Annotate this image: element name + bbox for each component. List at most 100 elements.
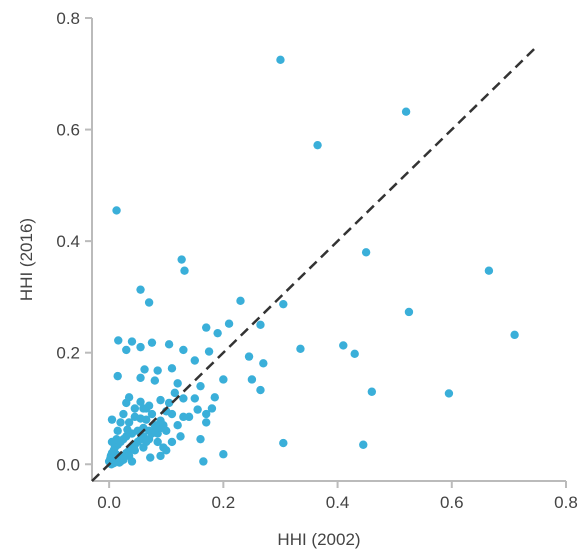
data-point bbox=[510, 330, 519, 340]
data-point bbox=[113, 371, 122, 381]
data-point bbox=[173, 379, 182, 388]
data-point bbox=[116, 418, 125, 427]
data-point bbox=[193, 405, 202, 414]
x-tick-label: 0.0 bbox=[97, 493, 121, 512]
y-tick-label: 0.8 bbox=[56, 9, 80, 28]
data-point bbox=[180, 266, 189, 275]
data-point bbox=[136, 373, 145, 383]
data-point bbox=[259, 359, 268, 368]
data-point bbox=[359, 440, 368, 449]
data-point bbox=[114, 336, 123, 345]
data-point bbox=[367, 387, 377, 396]
data-point bbox=[256, 385, 265, 395]
data-point bbox=[219, 375, 228, 384]
data-point bbox=[179, 394, 188, 403]
data-point bbox=[130, 446, 140, 455]
data-point bbox=[127, 457, 137, 466]
data-point bbox=[112, 434, 121, 444]
data-point bbox=[202, 323, 211, 332]
data-point bbox=[170, 388, 180, 398]
y-tick-label: 0.0 bbox=[56, 455, 80, 474]
data-point bbox=[153, 437, 162, 447]
data-point bbox=[146, 453, 155, 462]
data-point bbox=[136, 342, 145, 352]
data-point bbox=[147, 409, 157, 419]
data-point bbox=[244, 352, 254, 361]
data-point bbox=[156, 395, 165, 405]
data-point bbox=[144, 401, 154, 410]
axis-ticks: 0.0 0.0 0.2 0.2 0.4 0.4 0.6 0.6 0.8 0.8 bbox=[56, 9, 577, 512]
data-point bbox=[484, 266, 494, 275]
data-point bbox=[196, 434, 205, 444]
data-point bbox=[279, 299, 288, 309]
data-point bbox=[247, 375, 257, 384]
data-point bbox=[401, 107, 411, 116]
data-point bbox=[112, 206, 121, 215]
data-point bbox=[350, 349, 359, 359]
data-point bbox=[210, 393, 219, 402]
data-point bbox=[167, 364, 177, 373]
data-point bbox=[296, 344, 305, 353]
data-point bbox=[167, 409, 177, 419]
data-point bbox=[147, 338, 157, 347]
data-point bbox=[153, 366, 162, 375]
data-point bbox=[361, 248, 371, 257]
data-point bbox=[136, 285, 145, 294]
data-point bbox=[202, 418, 211, 427]
data-point bbox=[279, 438, 288, 448]
data-point bbox=[140, 365, 149, 374]
data-point bbox=[276, 55, 285, 65]
data-point bbox=[207, 404, 217, 413]
data-point bbox=[313, 140, 322, 150]
data-point bbox=[256, 320, 265, 330]
data-point bbox=[404, 307, 414, 317]
y-tick-label: 0.2 bbox=[56, 344, 80, 363]
data-point bbox=[124, 418, 134, 427]
data-point bbox=[236, 296, 245, 306]
data-point bbox=[190, 356, 199, 365]
data-point bbox=[204, 347, 214, 356]
reference-diagonal-line bbox=[91, 44, 539, 482]
data-point bbox=[150, 376, 160, 385]
data-point bbox=[162, 446, 171, 455]
y-tick-label: 0.4 bbox=[56, 232, 80, 251]
data-point bbox=[196, 381, 205, 391]
data-point bbox=[119, 409, 128, 419]
data-point bbox=[122, 345, 131, 355]
data-point bbox=[113, 426, 122, 435]
data-point bbox=[224, 319, 234, 328]
x-tick-label: 0.4 bbox=[326, 493, 350, 512]
data-point bbox=[219, 450, 228, 459]
data-point bbox=[177, 255, 186, 264]
data-point bbox=[190, 394, 199, 403]
data-point bbox=[213, 328, 222, 338]
data-point bbox=[139, 443, 148, 452]
data-point bbox=[144, 298, 154, 307]
data-point bbox=[107, 415, 117, 424]
x-tick-label: 0.6 bbox=[440, 493, 464, 512]
data-point bbox=[142, 415, 151, 424]
x-tick-label: 0.2 bbox=[212, 493, 236, 512]
data-point bbox=[159, 421, 168, 430]
data-point bbox=[164, 398, 174, 408]
data-point bbox=[179, 412, 188, 422]
data-point bbox=[156, 451, 165, 461]
data-point bbox=[109, 458, 118, 468]
data-point bbox=[123, 425, 132, 434]
x-tick-label: 0.8 bbox=[554, 493, 578, 512]
data-point bbox=[339, 341, 348, 350]
x-axis-title: HHI (2002) bbox=[277, 530, 360, 549]
data-point bbox=[173, 421, 182, 430]
data-point bbox=[179, 345, 188, 355]
data-point bbox=[164, 340, 174, 349]
data-point bbox=[136, 397, 145, 406]
data-point bbox=[130, 404, 140, 413]
data-point bbox=[167, 437, 177, 447]
data-point bbox=[176, 432, 185, 441]
y-axis-title: HHI (2016) bbox=[17, 218, 36, 301]
y-tick-label: 0.6 bbox=[56, 121, 80, 140]
data-point bbox=[127, 337, 137, 346]
data-point bbox=[199, 457, 208, 466]
data-point bbox=[202, 409, 211, 419]
